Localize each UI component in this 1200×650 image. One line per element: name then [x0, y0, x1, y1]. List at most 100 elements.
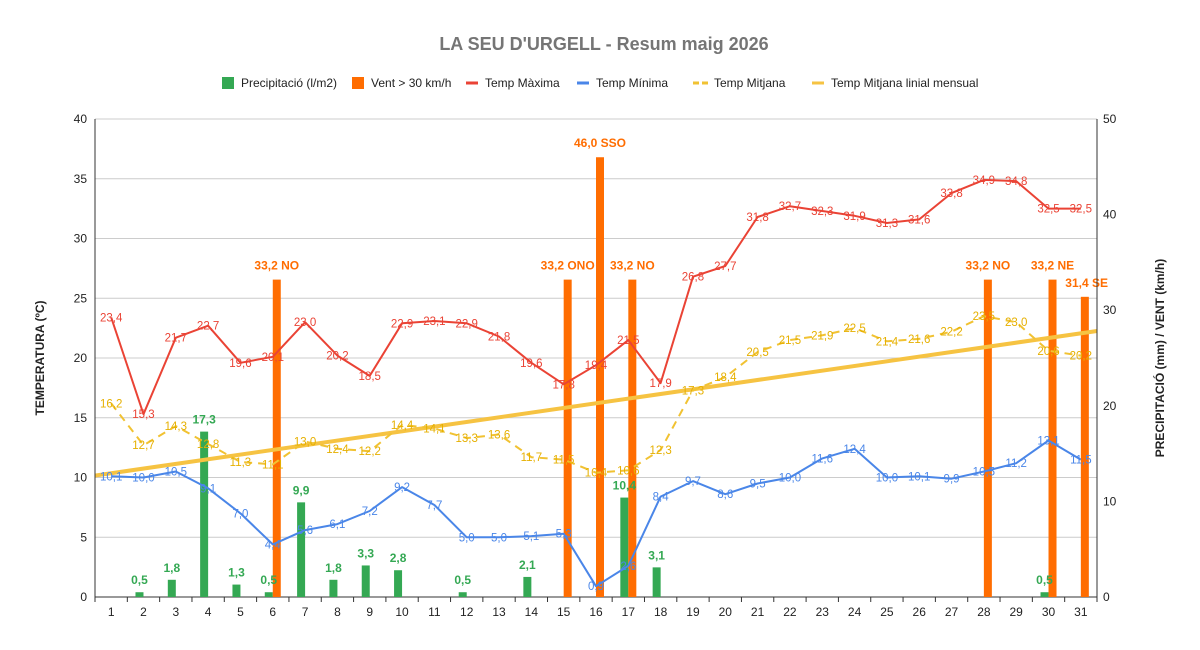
precip-bar — [361, 565, 370, 597]
temp-maxima-label: 22,9 — [391, 318, 413, 330]
temp-minima-label: 7,7 — [426, 500, 442, 512]
precip-bar — [167, 579, 176, 597]
wind-bar — [563, 279, 572, 597]
y2-tick-label: 0 — [1103, 590, 1110, 604]
wind-bar — [983, 279, 992, 597]
temp-minima-label: 10,0 — [876, 473, 898, 485]
temp-minima-label: 9,5 — [750, 478, 766, 490]
temp-minima-label: 11,6 — [811, 453, 833, 465]
precip-label: 9,9 — [293, 483, 310, 497]
temp-maxima-label: 17,9 — [649, 378, 671, 390]
temp-minima-label: 8,6 — [717, 489, 733, 501]
temp-mitjana-label: 12,3 — [649, 445, 671, 457]
temp-maxima-label: 21,7 — [165, 333, 187, 345]
temp-minima-label: 6,1 — [329, 519, 345, 531]
temp-maxima-label: 20,2 — [326, 351, 348, 363]
temp-maxima-label: 33,8 — [940, 188, 962, 200]
wind-label: 31,4 SE — [1065, 276, 1108, 290]
temp-mitjana-label: 11,5 — [553, 455, 575, 467]
temp-maxima-label: 34,9 — [973, 175, 995, 187]
temp-maxima-label: 34,8 — [1005, 176, 1027, 188]
wind-label: 46,0 SSO — [574, 136, 626, 150]
y2-tick-label: 50 — [1103, 112, 1117, 126]
temp-maxima-label: 17,8 — [552, 379, 574, 391]
wind-bar — [1080, 296, 1089, 597]
temp-maxima-label: 32,5 — [1070, 204, 1092, 216]
temp-mitjana-label: 13,6 — [488, 429, 510, 441]
temp-maxima-label: 31,6 — [908, 214, 930, 226]
temp-maxima-label: 32,5 — [1037, 204, 1059, 216]
legend: Precipitació (l/m2) Vent > 30 km/h Temp Mà… — [222, 76, 978, 90]
temp-minima-label: 8,4 — [653, 492, 670, 504]
temp-minima-label: 10,1 — [908, 471, 930, 483]
temp-minima-label: 10,0 — [132, 473, 154, 485]
y-tick-label: 0 — [80, 590, 87, 604]
precip-label: 0,5 — [1036, 573, 1053, 587]
precip-bar — [394, 570, 403, 597]
temp-maxima-label: 22,9 — [456, 318, 478, 330]
legend-label: Temp Mitjana — [714, 76, 786, 90]
y2-tick-label: 10 — [1103, 494, 1117, 508]
legend-swatch — [222, 77, 234, 89]
wind-bar — [272, 279, 281, 597]
wind-bar — [628, 279, 637, 597]
wind-bar — [1048, 279, 1057, 597]
y-tick-label: 40 — [74, 112, 88, 126]
temp-mitjana-label: 12,2 — [359, 446, 381, 458]
temp-maxima-label: 19,6 — [229, 358, 251, 370]
temp-mitjana-label: 22,5 — [843, 323, 865, 335]
x-tick-label: 13 — [492, 605, 506, 619]
x-tick-label: 3 — [172, 605, 179, 619]
y-tick-label: 15 — [74, 411, 88, 425]
y2-axis-title: PRECIPITACIÓ (mm) / VENT (km/h) — [1152, 259, 1167, 457]
x-tick-label: 1 — [108, 605, 115, 619]
temp-minima-label: 10,1 — [100, 471, 122, 483]
x-tick-label: 15 — [557, 605, 571, 619]
temp-mitjana-label: 14,1 — [423, 424, 445, 436]
x-tick-label: 14 — [525, 605, 539, 619]
temp-maxima-label: 27,7 — [714, 261, 736, 273]
trendline — [94, 329, 1098, 478]
temp-minima-line — [111, 439, 1082, 588]
temp-maxima-label: 31,3 — [876, 218, 898, 230]
temp-maxima-label: 19,6 — [520, 358, 542, 370]
precip-label: 3,1 — [648, 548, 665, 562]
x-tick-label: 18 — [654, 605, 668, 619]
temp-mitjana-label: 13,3 — [456, 433, 478, 445]
precip-bar — [652, 567, 661, 597]
temp-maxima-label: 31,8 — [746, 212, 768, 224]
precip-bar — [135, 592, 144, 597]
temp-minima-label: 9,2 — [394, 482, 410, 494]
temp-mitjana-label: 21,5 — [779, 335, 801, 347]
lines — [94, 178, 1098, 588]
temp-maxima-label: 21,8 — [488, 331, 510, 343]
legend-label: Temp Mitjana linial mensual — [831, 76, 978, 90]
x-tick-label: 4 — [205, 605, 212, 619]
temp-maxima-label: 22,7 — [197, 321, 219, 333]
x-tick-label: 24 — [848, 605, 862, 619]
temp-mitjana-label: 11,1 — [262, 459, 284, 471]
x-tick-label: 7 — [302, 605, 309, 619]
x-tick-label: 19 — [686, 605, 700, 619]
temp-minima-label: 11,5 — [1070, 455, 1092, 467]
x-tick-label: 30 — [1042, 605, 1056, 619]
temp-mitjana-label: 22,2 — [940, 327, 962, 339]
precip-label: 0,5 — [260, 573, 277, 587]
temp-mitjana-label: 23,5 — [973, 311, 995, 323]
x-tick-label: 27 — [945, 605, 959, 619]
temp-maxima-label: 21,5 — [617, 335, 639, 347]
temp-minima-label: 5,0 — [491, 532, 507, 544]
wind-bar — [596, 157, 604, 598]
temp-mitjana-label: 12,4 — [326, 444, 349, 456]
temp-mitjana-label: 16,2 — [100, 398, 122, 410]
temp-mitjana-label: 21,9 — [811, 330, 833, 342]
chart-title: LA SEU D'URGELL - Resum maig 2026 — [439, 34, 768, 54]
legend-label: Temp Màxima — [485, 76, 560, 90]
temp-mitjana-label: 10,6 — [617, 465, 639, 477]
temp-minima-label: 10,0 — [779, 473, 801, 485]
precip-bar — [458, 592, 467, 597]
temp-mitjana-line — [110, 315, 1081, 474]
y2-tick-label: 20 — [1103, 399, 1117, 413]
x-tick-label: 12 — [460, 605, 474, 619]
